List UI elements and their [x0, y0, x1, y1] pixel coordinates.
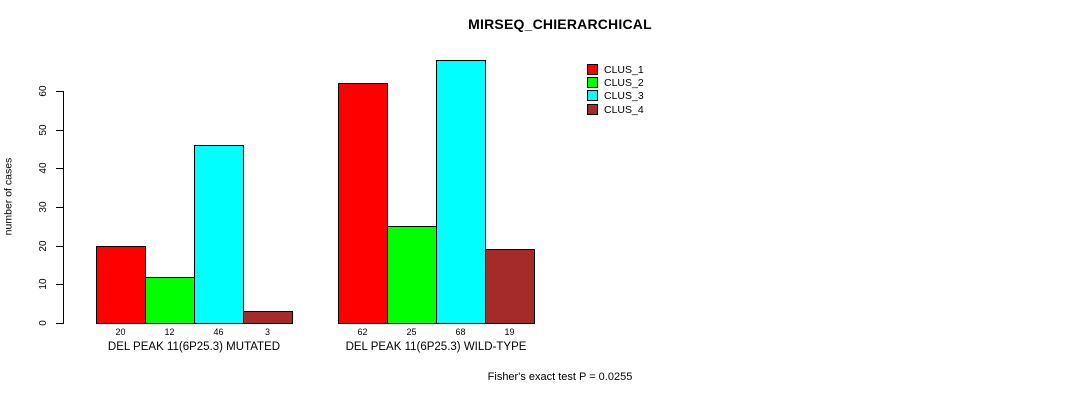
y-axis-tick-label: 50 — [38, 124, 49, 136]
bar-clus_4 — [243, 311, 293, 324]
y-axis-tick-label: 60 — [38, 85, 49, 97]
bar-value-label: 62 — [357, 327, 368, 337]
y-axis-tick — [56, 130, 63, 131]
bar-value-label: 20 — [115, 327, 126, 337]
legend-swatch — [587, 103, 598, 115]
y-axis-tick — [56, 91, 63, 92]
bar-clus_1 — [96, 246, 146, 324]
legend-swatch — [587, 90, 598, 102]
y-axis-tick-label: 30 — [38, 201, 49, 213]
bar-value-label: 3 — [264, 327, 270, 337]
y-axis-tick — [56, 168, 63, 169]
legend-item-label: CLUS_3 — [604, 90, 644, 103]
bar-value-label: 12 — [164, 327, 175, 337]
y-axis-tick — [56, 323, 63, 324]
y-axis-tick — [56, 207, 63, 208]
legend-item-label: CLUS_2 — [604, 77, 644, 90]
bar-clus_3 — [436, 60, 486, 324]
group-label: DEL PEAK 11(6P25.3) MUTATED — [107, 341, 281, 353]
y-axis-label: number of cases — [2, 157, 15, 236]
bar-clus_2 — [387, 226, 437, 324]
bar-clus_1 — [338, 83, 388, 324]
y-axis-tick-label: 0 — [38, 320, 49, 326]
fisher-test-annotation: Fisher's exact test P = 0.0255 — [487, 371, 633, 383]
y-axis-tick-label: 20 — [38, 240, 49, 252]
y-axis-tick — [56, 246, 63, 247]
bar-clus_4 — [485, 249, 535, 324]
bar-value-label: 25 — [406, 327, 417, 337]
bar-clus_2 — [145, 277, 195, 324]
y-axis-tick-label: 40 — [38, 162, 49, 174]
chart-title: MIRSEQ_CHIERARCHICAL — [468, 16, 652, 32]
legend-item-label: CLUS_1 — [604, 64, 644, 76]
y-axis-line — [63, 91, 64, 324]
y-axis-tick — [56, 284, 63, 285]
legend-item-label: CLUS_4 — [604, 103, 644, 116]
legend-swatch — [587, 64, 598, 75]
bar-clus_3 — [194, 145, 244, 324]
y-axis-tick-label: 10 — [38, 278, 49, 290]
bar-value-label: 46 — [213, 327, 224, 337]
group-label: DEL PEAK 11(6P25.3) WILD-TYPE — [345, 341, 527, 353]
legend-swatch — [587, 77, 598, 89]
bar-value-label: 19 — [504, 327, 515, 337]
bar-value-label: 68 — [455, 327, 466, 337]
